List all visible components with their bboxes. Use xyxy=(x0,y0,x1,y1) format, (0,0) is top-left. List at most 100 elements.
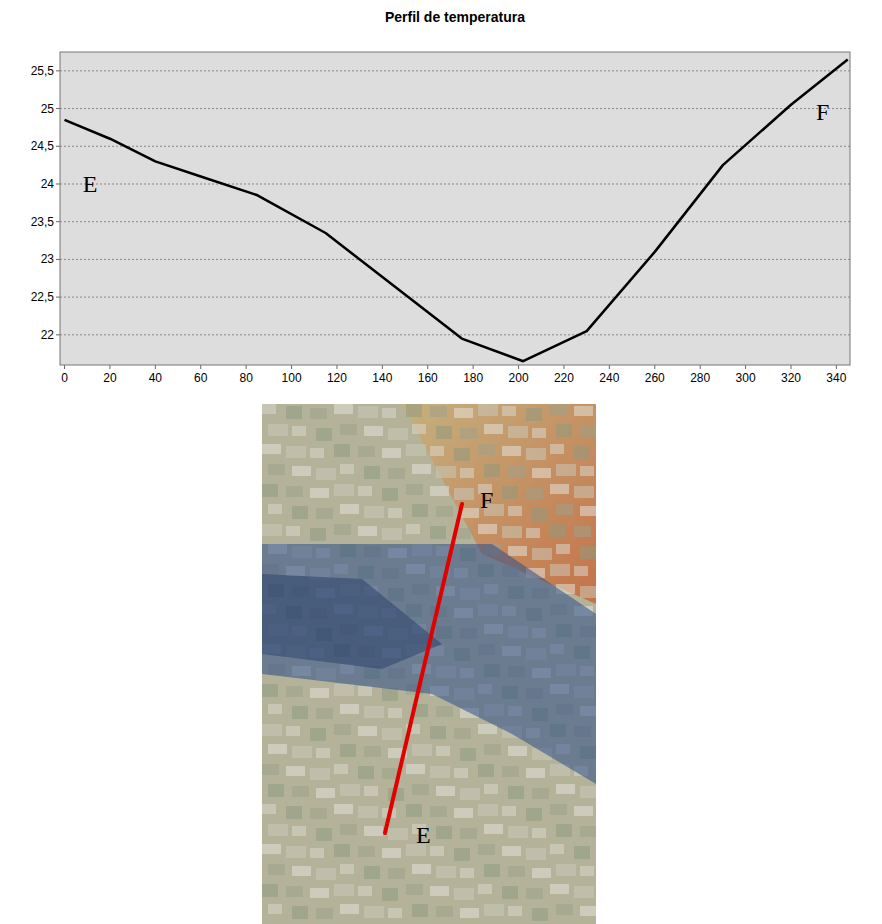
map-texture xyxy=(436,826,452,839)
map-texture xyxy=(508,546,527,556)
map-texture xyxy=(550,884,569,894)
y-tick xyxy=(56,146,60,147)
map-texture xyxy=(532,508,548,521)
map-texture xyxy=(478,764,494,777)
map-texture xyxy=(526,768,545,778)
x-tick xyxy=(700,365,701,369)
map-texture xyxy=(382,848,401,858)
map-texture xyxy=(382,528,402,540)
map-texture xyxy=(526,848,546,860)
map-texture xyxy=(406,444,426,456)
x-tick xyxy=(518,365,519,369)
map-texture xyxy=(550,524,566,537)
map-texture xyxy=(334,844,350,857)
map-texture xyxy=(358,886,372,896)
map-texture xyxy=(508,786,524,799)
x-tick-label: 120 xyxy=(327,371,347,385)
map-texture xyxy=(382,728,402,740)
map-texture xyxy=(310,688,329,698)
map-texture xyxy=(316,788,335,798)
map-texture xyxy=(454,488,474,500)
data-group xyxy=(65,60,848,362)
map-texture xyxy=(484,744,501,755)
map-texture xyxy=(364,706,384,718)
map-texture xyxy=(334,884,354,896)
map-texture xyxy=(364,906,384,918)
map-texture xyxy=(574,566,588,576)
map-texture xyxy=(334,804,353,814)
grid-line xyxy=(60,183,850,184)
x-tick-label: 0 xyxy=(61,371,68,385)
map-texture xyxy=(556,504,573,515)
map-texture xyxy=(508,746,527,756)
map-texture xyxy=(436,426,452,439)
title: Perfil de temperatura xyxy=(385,9,525,25)
map-texture xyxy=(316,828,332,841)
plot-background xyxy=(60,52,850,365)
map-texture xyxy=(556,464,576,476)
map-texture xyxy=(340,864,354,874)
map-texture xyxy=(508,826,528,838)
map-texture xyxy=(316,708,333,719)
map-texture xyxy=(412,504,428,517)
x-tick-label: 200 xyxy=(509,371,529,385)
map-texture xyxy=(478,404,498,416)
map-texture xyxy=(412,424,426,434)
map-texture xyxy=(358,526,377,536)
map-texture xyxy=(430,406,447,417)
map-texture xyxy=(550,484,569,494)
map-texture xyxy=(334,484,354,496)
map-texture xyxy=(460,508,479,518)
map-texture xyxy=(580,826,596,837)
map-texture xyxy=(268,424,288,436)
y-tick-label: 23 xyxy=(41,252,55,266)
map-texture xyxy=(262,404,276,414)
temperature-line xyxy=(65,60,848,362)
map-texture xyxy=(268,504,282,514)
x-tick xyxy=(745,365,746,369)
map-texture xyxy=(340,464,354,474)
y-tick xyxy=(56,108,60,109)
x-tick xyxy=(109,365,110,369)
map-texture xyxy=(580,866,594,876)
map-texture xyxy=(460,468,474,478)
map-texture xyxy=(262,884,278,897)
map-texture xyxy=(388,828,408,840)
map-texture xyxy=(262,444,281,454)
x-tick-label: 220 xyxy=(554,371,574,385)
map-texture xyxy=(310,728,326,741)
map-texture xyxy=(268,464,285,475)
map-texture xyxy=(310,488,329,498)
map-label: F xyxy=(480,487,493,513)
x-tick-label: 280 xyxy=(690,371,710,385)
map-texture xyxy=(286,846,306,858)
map-texture xyxy=(556,904,573,915)
map-texture xyxy=(580,786,596,798)
map-texture xyxy=(286,526,300,536)
map-texture xyxy=(574,886,594,898)
y-tick xyxy=(56,297,60,298)
map-texture xyxy=(262,524,282,536)
map-texture xyxy=(310,528,326,541)
y-tick-label: 25,5 xyxy=(31,64,55,78)
map-texture xyxy=(556,824,572,837)
grid-line xyxy=(60,297,850,298)
map-texture xyxy=(406,404,422,417)
map-texture xyxy=(382,688,398,701)
map-texture xyxy=(268,904,282,914)
y-tick xyxy=(56,183,60,184)
map-texture xyxy=(508,866,525,877)
map-texture xyxy=(508,906,522,916)
page: Perfil de temperatura2222,52323,52424,52… xyxy=(0,0,882,924)
map-texture xyxy=(334,684,354,696)
map-texture xyxy=(310,808,327,819)
map-texture xyxy=(574,486,594,498)
y-tick xyxy=(56,259,60,260)
map-texture xyxy=(502,886,518,899)
x-tick xyxy=(654,365,655,369)
map-texture xyxy=(478,524,497,534)
map-texture xyxy=(580,466,594,476)
map-texture xyxy=(340,904,359,914)
map-texture xyxy=(262,844,281,854)
x-tick xyxy=(473,365,474,369)
